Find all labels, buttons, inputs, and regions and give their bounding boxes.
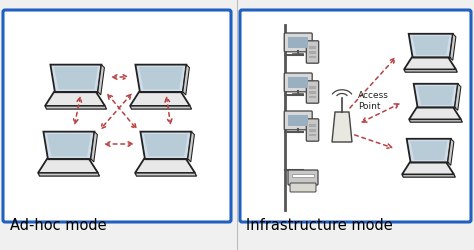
Polygon shape — [402, 175, 456, 178]
Polygon shape — [130, 106, 191, 110]
Polygon shape — [409, 108, 461, 120]
Polygon shape — [91, 132, 97, 162]
FancyBboxPatch shape — [288, 170, 318, 185]
Text: Infrastructure mode: Infrastructure mode — [246, 217, 393, 232]
Polygon shape — [407, 139, 451, 163]
Polygon shape — [98, 66, 104, 96]
Bar — [288, 116, 308, 126]
Polygon shape — [402, 163, 454, 175]
Polygon shape — [38, 173, 100, 176]
Polygon shape — [455, 84, 461, 111]
FancyBboxPatch shape — [306, 42, 319, 64]
Polygon shape — [47, 134, 91, 157]
Bar — [310, 96, 316, 99]
Polygon shape — [450, 35, 456, 61]
Polygon shape — [139, 68, 183, 90]
FancyBboxPatch shape — [240, 11, 471, 222]
Bar — [310, 52, 316, 54]
Polygon shape — [448, 139, 454, 166]
Polygon shape — [140, 132, 191, 159]
Polygon shape — [135, 173, 197, 176]
Polygon shape — [417, 87, 454, 106]
Polygon shape — [410, 142, 447, 160]
Polygon shape — [45, 106, 107, 110]
Bar — [310, 134, 316, 137]
Polygon shape — [45, 92, 105, 106]
FancyBboxPatch shape — [306, 119, 319, 142]
Bar — [310, 125, 316, 127]
Polygon shape — [50, 66, 101, 92]
FancyBboxPatch shape — [284, 34, 312, 52]
Text: Access
Point: Access Point — [358, 91, 389, 110]
Polygon shape — [412, 37, 449, 56]
Polygon shape — [409, 35, 453, 58]
Text: Ad-hoc mode: Ad-hoc mode — [10, 217, 107, 232]
Polygon shape — [332, 112, 352, 142]
Bar — [288, 38, 308, 48]
Bar — [310, 92, 316, 94]
FancyBboxPatch shape — [306, 82, 319, 104]
Bar — [310, 47, 316, 50]
Polygon shape — [404, 70, 457, 73]
Bar — [310, 56, 316, 59]
Polygon shape — [136, 66, 186, 92]
Polygon shape — [409, 120, 462, 123]
Bar — [310, 87, 316, 89]
Polygon shape — [130, 92, 190, 106]
FancyBboxPatch shape — [3, 11, 231, 222]
Polygon shape — [188, 132, 194, 162]
FancyBboxPatch shape — [290, 183, 316, 192]
Bar — [288, 78, 308, 88]
Polygon shape — [414, 84, 458, 108]
Polygon shape — [54, 68, 98, 90]
Bar — [310, 130, 316, 132]
FancyBboxPatch shape — [284, 112, 312, 130]
Polygon shape — [38, 159, 98, 173]
Polygon shape — [44, 132, 94, 159]
Bar — [292, 174, 314, 177]
Polygon shape — [144, 134, 188, 157]
Polygon shape — [135, 159, 195, 173]
FancyBboxPatch shape — [284, 74, 312, 92]
Polygon shape — [404, 58, 456, 70]
Polygon shape — [183, 66, 190, 96]
